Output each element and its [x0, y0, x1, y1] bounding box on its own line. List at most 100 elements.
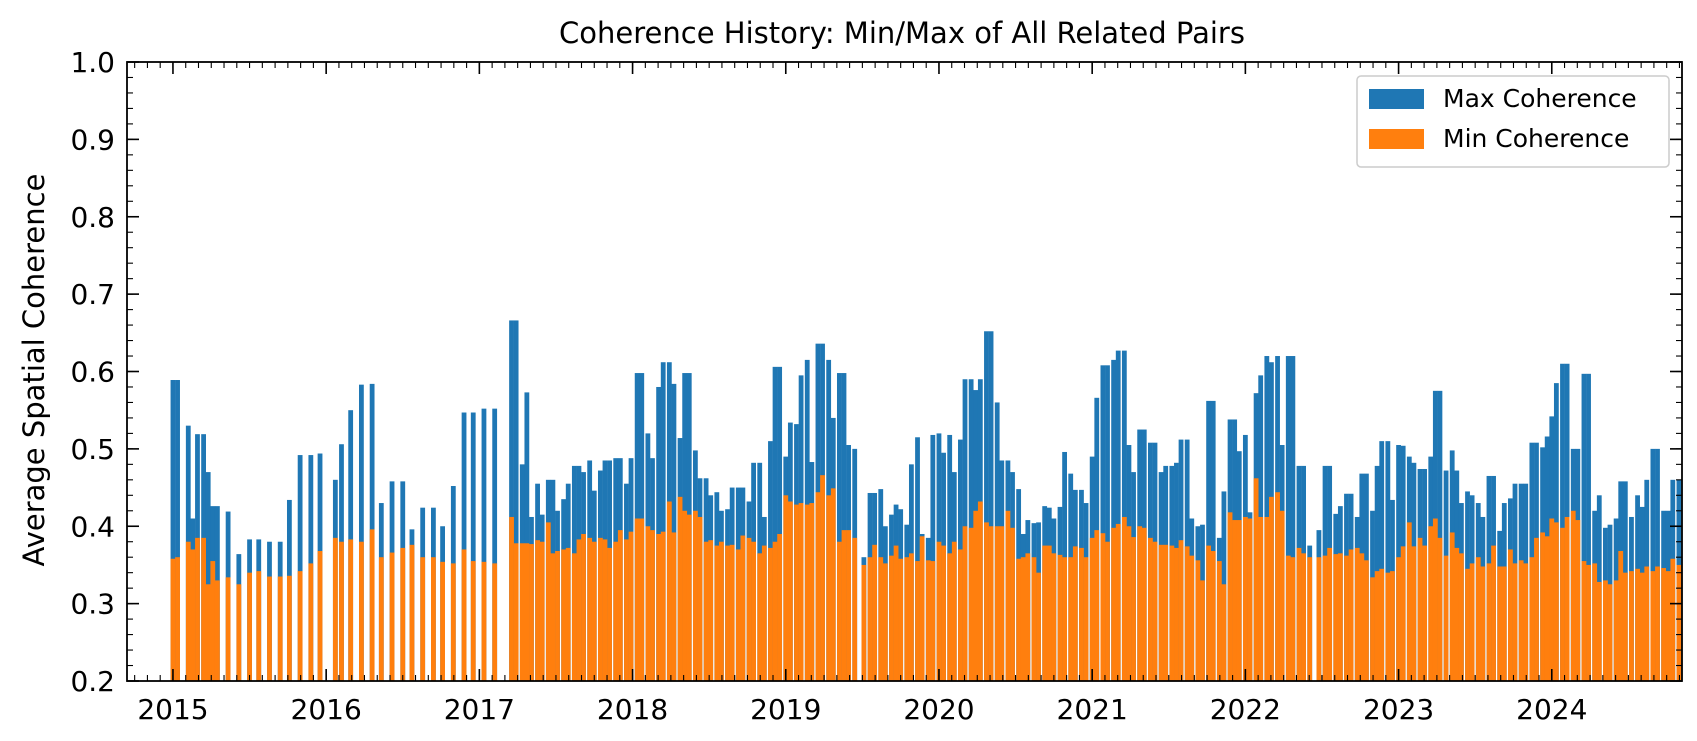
max-coherence-bar: [1586, 373, 1591, 681]
x-tick-label: 2024: [1516, 693, 1587, 726]
legend-label-min: Min Coherence: [1443, 124, 1629, 153]
max-coherence-bar: [1655, 448, 1660, 682]
min-coherence-bar: [1644, 566, 1650, 681]
min-coherence-bar: [587, 537, 593, 681]
min-coherence-bar: [1540, 532, 1545, 681]
min-coherence-bar: [628, 531, 634, 681]
min-coherence-bar: [925, 560, 931, 681]
x-tick-label: 2017: [444, 693, 515, 726]
min-coherence-bar: [339, 541, 344, 681]
min-coherence-bar: [1025, 553, 1031, 681]
min-coherence-bar: [930, 561, 936, 681]
min-coherence-bar: [317, 551, 323, 681]
min-coherence-bar: [1333, 554, 1339, 681]
max-coherence-bar: [1111, 359, 1117, 681]
x-tick-label: 2020: [903, 693, 974, 726]
max-coherence-bar: [772, 366, 778, 681]
min-coherence-bar: [1432, 518, 1438, 681]
x-tick-label: 2021: [1057, 693, 1128, 726]
min-coherence-bar: [1163, 544, 1169, 681]
min-coherence-bar: [708, 540, 714, 681]
min-coherence-bar: [1665, 571, 1671, 681]
max-coherence-bar: [1385, 441, 1391, 681]
min-coherence-bar: [1417, 537, 1423, 681]
x-tick-label: 2023: [1363, 693, 1434, 726]
min-coherence-bar: [893, 545, 899, 681]
min-coherence-bar: [1307, 557, 1313, 681]
min-coherence-bar: [772, 541, 778, 681]
min-coherence-bar: [332, 537, 338, 681]
min-coherence-bar: [1344, 555, 1349, 681]
min-coherence-bar: [519, 543, 525, 681]
min-coherence-bar: [1370, 577, 1375, 681]
x-tick-label: 2019: [750, 693, 821, 726]
min-coherence-bar: [1062, 557, 1067, 681]
min-coherence-bar: [1137, 526, 1143, 681]
min-coherence-bar: [205, 584, 211, 681]
min-coherence-bar: [1322, 555, 1328, 681]
min-coherence-bar: [1147, 537, 1153, 681]
min-coherence-bar: [461, 549, 467, 681]
min-coherence-bar: [746, 537, 752, 681]
min-coherence-bar: [1337, 553, 1343, 681]
min-coherence-bar: [1178, 540, 1184, 681]
min-coherence-bar: [1364, 560, 1369, 681]
min-coherence-bar: [1359, 553, 1365, 681]
min-coherence-bar: [915, 561, 920, 681]
min-coherence-bar: [1236, 520, 1242, 681]
min-coherence-bar: [195, 537, 200, 681]
max-coherence-bar: [492, 408, 498, 681]
min-coherence-bar: [513, 543, 519, 681]
min-coherence-bar: [1454, 547, 1460, 681]
min-coherence-bar: [1518, 560, 1524, 681]
min-coherence-bar: [1396, 557, 1401, 681]
min-coherence-bar: [1465, 568, 1470, 681]
min-coherence-bars: [170, 475, 1682, 681]
min-coherence-bar: [431, 557, 436, 681]
min-coherence-bar: [175, 557, 180, 681]
y-axis-title: Average Spatial Coherence: [17, 174, 51, 567]
max-coherence-bar: [777, 366, 783, 681]
min-coherence-bar: [509, 516, 514, 681]
min-coherence-bar: [1115, 523, 1121, 681]
min-coherence-bar: [1031, 557, 1037, 681]
y-tick-label: 0.8: [70, 201, 115, 234]
max-coherence-bar: [1105, 365, 1110, 681]
max-coherence-bar: [297, 455, 303, 681]
min-coherence-bar: [798, 503, 804, 681]
min-coherence-bar: [1242, 516, 1248, 681]
min-coherence-bar: [639, 518, 645, 681]
min-coherence-bar: [1564, 516, 1570, 681]
max-coherence-bar: [988, 331, 994, 681]
min-coherence-bar: [1512, 563, 1518, 681]
min-coherence-bar: [1422, 545, 1428, 681]
min-coherence-bar: [783, 495, 789, 681]
min-coherence-bar: [1068, 557, 1074, 681]
min-coherence-bar: [919, 536, 925, 681]
min-coherence-bar: [607, 547, 612, 681]
min-coherence-bar: [768, 547, 773, 681]
min-coherence-bar: [1443, 555, 1449, 681]
min-coherence-bar: [1428, 526, 1434, 681]
min-coherence-bar: [1152, 541, 1158, 681]
min-coherence-bar: [968, 527, 974, 681]
min-coherence-bar: [297, 571, 303, 681]
max-coherence-bar: [359, 384, 364, 681]
min-coherence-bar: [1094, 530, 1100, 681]
min-coherence-bar: [1072, 546, 1078, 681]
min-coherence-bar: [1285, 555, 1291, 681]
min-coherence-bar: [1622, 572, 1628, 681]
y-tick-label: 0.3: [70, 588, 115, 621]
min-coherence-bar: [1195, 560, 1201, 681]
min-coherence-bar: [492, 563, 498, 681]
min-coherence-bar: [1221, 584, 1227, 681]
min-coherence-bar: [1258, 516, 1264, 681]
x-tick-label: 2022: [1210, 693, 1281, 726]
max-coherence-bar: [1437, 390, 1443, 681]
max-coherence-bar: [481, 408, 487, 681]
min-coherence-bar: [389, 552, 395, 681]
min-coherence-bar: [804, 504, 810, 681]
min-coherence-bar: [1232, 520, 1238, 681]
max-coherence-bar: [1285, 356, 1291, 681]
max-coherence-bar: [1650, 448, 1656, 682]
